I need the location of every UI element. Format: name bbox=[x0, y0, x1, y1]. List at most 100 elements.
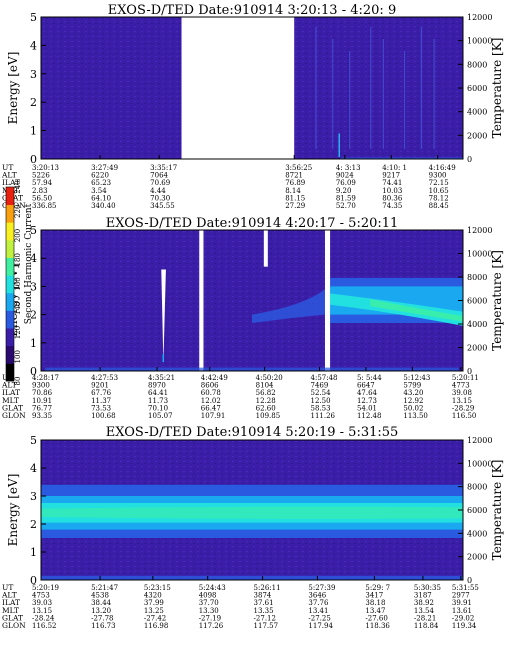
table-cell: 39.91 bbox=[452, 599, 472, 607]
colorbar-tick-label: 80 bbox=[14, 377, 22, 386]
table-row-label: ALT bbox=[1, 381, 17, 390]
table-cell: 37.61 bbox=[254, 599, 274, 607]
table-cell: 76.89 bbox=[285, 179, 305, 187]
table-cell: 81.59 bbox=[336, 194, 356, 202]
y2tick-label: 8000 bbox=[467, 60, 487, 69]
table-cell: 38.18 bbox=[365, 599, 385, 607]
table-cell: 81.15 bbox=[285, 194, 305, 202]
y2tick-label: 0 bbox=[467, 576, 472, 585]
colorbar-segment bbox=[6, 292, 14, 311]
table-cell: 13.20 bbox=[91, 607, 111, 615]
ytick-label: 1 bbox=[30, 125, 37, 138]
table-cell: 113.50 bbox=[403, 412, 428, 420]
base-band bbox=[340, 157, 463, 159]
spike bbox=[161, 269, 166, 363]
table-cell: 54.01 bbox=[357, 404, 377, 412]
table-cell: 5:20:11 bbox=[452, 374, 479, 382]
streak bbox=[315, 27, 317, 149]
table-row-label: ALT bbox=[1, 591, 17, 600]
table-cell: 5: 5:44 bbox=[357, 374, 382, 382]
table-cell: 116.98 bbox=[144, 622, 169, 630]
table-cell: 112.48 bbox=[357, 412, 382, 420]
table-cell: 345.55 bbox=[150, 202, 175, 210]
colorbar-tick-label: 100 bbox=[14, 350, 22, 363]
table-cell: 336.85 bbox=[32, 202, 57, 210]
streak bbox=[403, 51, 406, 149]
colorbar-tick-label: 180 bbox=[14, 253, 22, 266]
panel-title: EXOS-D/TED Date:910914 3:20:13 - 4:20: 9 bbox=[108, 3, 396, 18]
table-cell: 74.41 bbox=[382, 179, 402, 187]
table-cell: 10.91 bbox=[32, 397, 52, 405]
table-cell: 2977 bbox=[452, 592, 470, 600]
panel-title: EXOS-D/TED Date:910914 5:20:19 - 5:31:55 bbox=[106, 425, 399, 440]
table-cell: 76.77 bbox=[32, 404, 52, 412]
table-cell: 8104 bbox=[256, 382, 274, 390]
table-cell: 9217 bbox=[382, 172, 400, 180]
data-gap bbox=[325, 230, 331, 371]
table-cell: 4320 bbox=[144, 592, 162, 600]
table-cell: 13.30 bbox=[199, 607, 219, 615]
table-cell: 4:28:17 bbox=[32, 374, 59, 382]
table-cell: 62.60 bbox=[256, 404, 276, 412]
table-row-label: UT bbox=[2, 583, 13, 592]
table-cell: 80.36 bbox=[382, 194, 403, 202]
table-cell: 4538 bbox=[91, 592, 109, 600]
table-cell: 116.50 bbox=[452, 412, 477, 420]
table-cell: 5:23:15 bbox=[144, 584, 171, 592]
table-cell: 52.70 bbox=[336, 202, 356, 210]
table-cell: 116.52 bbox=[32, 622, 57, 630]
table-cell: 100.68 bbox=[91, 412, 116, 420]
table-row-label: MLT bbox=[2, 606, 19, 615]
y2tick-label: 12000 bbox=[467, 226, 492, 235]
table-cell: -28.24 bbox=[32, 614, 55, 622]
table-cell: 10.03 bbox=[382, 187, 402, 195]
table-row-label: GLAT bbox=[2, 403, 23, 412]
y2label: Temperature [K] bbox=[490, 38, 504, 139]
table-cell: 12.02 bbox=[201, 397, 221, 405]
table-cell: 4: 3:13 bbox=[336, 164, 361, 172]
table-cell: 8606 bbox=[201, 382, 219, 390]
table-cell: 2.83 bbox=[32, 187, 48, 195]
table-cell: -27.25 bbox=[308, 614, 330, 622]
colorbar-segment bbox=[6, 310, 14, 329]
colorbar-tick-label: 160 bbox=[14, 277, 22, 290]
streak-bright bbox=[338, 133, 341, 157]
ytick-label: 2 bbox=[30, 518, 37, 531]
streak bbox=[349, 51, 351, 149]
ytick-label: 0 bbox=[30, 574, 37, 587]
table-cell: 57.94 bbox=[32, 179, 53, 187]
table-cell: 117.57 bbox=[254, 622, 278, 630]
y2tick-label: 4000 bbox=[467, 108, 487, 117]
table-cell: 7064 bbox=[150, 172, 168, 180]
y2tick-label: 0 bbox=[467, 155, 472, 164]
streak bbox=[370, 27, 372, 149]
table-cell: 5:29: 7 bbox=[365, 584, 390, 592]
table-cell: 38.44 bbox=[91, 599, 112, 607]
table-row-label: GLON bbox=[2, 411, 26, 420]
colorbar-segment bbox=[6, 275, 14, 294]
ytick-label: 5 bbox=[30, 224, 37, 237]
band-rising bbox=[252, 289, 326, 324]
streak bbox=[382, 39, 385, 149]
table-cell: 4753 bbox=[32, 592, 50, 600]
ytick-label: 0 bbox=[30, 153, 37, 166]
table-cell: 12.28 bbox=[256, 397, 276, 405]
table-cell: 8970 bbox=[148, 382, 166, 390]
table-cell: 47.64 bbox=[357, 389, 378, 397]
table-row-label: ILAT bbox=[2, 178, 20, 187]
table-cell: 11.73 bbox=[148, 397, 168, 405]
table-cell: 56.50 bbox=[32, 194, 52, 202]
table-cell: 13.54 bbox=[414, 607, 435, 615]
table-cell: 5:26:11 bbox=[254, 584, 281, 592]
ytick-label: 2 bbox=[30, 309, 37, 322]
table-cell: 38.92 bbox=[414, 599, 434, 607]
ytick-label: 0 bbox=[30, 365, 37, 378]
colorbar-segment bbox=[6, 222, 14, 241]
table-cell: 3646 bbox=[308, 592, 326, 600]
table-cell: 88.45 bbox=[429, 202, 449, 210]
table-cell: 3874 bbox=[254, 592, 272, 600]
table-cell: 4:42:49 bbox=[201, 374, 228, 382]
spike-tip bbox=[162, 354, 165, 363]
table-cell: 66.47 bbox=[201, 404, 221, 412]
table-cell: 4:10: 1 bbox=[382, 164, 407, 172]
